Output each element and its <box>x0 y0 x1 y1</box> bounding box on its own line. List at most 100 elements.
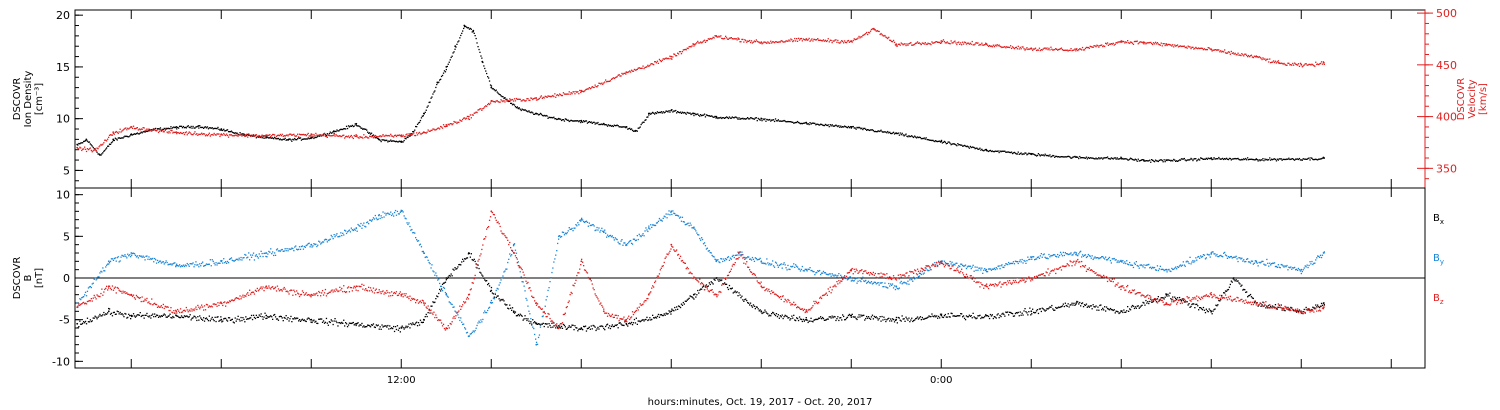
data-dot <box>1259 56 1261 59</box>
data-dot <box>554 93 556 95</box>
data-dot <box>1126 158 1128 160</box>
data-dot <box>934 140 936 143</box>
data-dot <box>1322 61 1325 63</box>
data-dot <box>131 134 134 136</box>
data-dot <box>1207 47 1209 49</box>
data-dot <box>468 118 471 121</box>
series-bx <box>76 252 1325 333</box>
data-dot <box>555 254 557 256</box>
data-dot <box>223 132 225 135</box>
data-dot <box>1021 312 1023 314</box>
data-dot <box>561 94 564 97</box>
data-dot <box>104 149 106 152</box>
data-dot <box>644 319 646 321</box>
data-dot <box>214 316 216 318</box>
data-dot <box>675 109 677 112</box>
data-dot <box>843 278 845 280</box>
data-dot <box>1270 159 1272 161</box>
data-dot <box>647 230 649 233</box>
data-dot <box>1254 159 1256 161</box>
data-dot <box>239 259 241 261</box>
data-dot <box>1243 55 1245 57</box>
data-dot <box>367 221 369 223</box>
data-dot <box>1262 301 1264 303</box>
data-dot <box>417 322 420 324</box>
data-dot <box>301 134 304 136</box>
data-dot <box>924 138 926 140</box>
data-dot <box>495 289 497 292</box>
data-dot <box>497 288 499 290</box>
data-dot <box>804 268 806 270</box>
data-dot <box>542 315 544 317</box>
data-dot <box>691 296 693 298</box>
data-dot <box>785 267 787 269</box>
data-dot <box>564 232 566 234</box>
data-dot <box>323 239 326 241</box>
data-dot <box>117 132 119 135</box>
data-dot <box>83 148 85 150</box>
data-dot <box>659 60 661 62</box>
data-dot <box>250 135 252 137</box>
data-dot <box>664 314 666 316</box>
data-dot <box>680 53 683 55</box>
data-dot <box>172 126 174 129</box>
data-dot <box>279 138 281 140</box>
data-dot <box>479 321 481 324</box>
data-dot <box>458 316 460 319</box>
data-dot <box>440 125 442 128</box>
data-dot <box>582 329 584 331</box>
data-point <box>1120 310 1123 313</box>
data-dot <box>971 40 973 43</box>
data-dot <box>965 43 968 45</box>
data-dot <box>740 117 742 120</box>
data-dot <box>227 136 230 138</box>
data-dot <box>255 254 257 256</box>
data-dot <box>143 130 145 133</box>
data-dot <box>381 139 383 141</box>
data-dot <box>510 307 512 309</box>
data-dot <box>726 286 729 289</box>
data-dot <box>600 325 602 327</box>
data-dot <box>1128 159 1130 161</box>
data-dot <box>632 130 635 132</box>
data-point <box>112 131 115 134</box>
data-dot <box>689 112 691 114</box>
data-dot <box>963 41 966 43</box>
data-dot <box>440 78 442 80</box>
data-dot <box>807 39 809 41</box>
data-dot <box>900 134 902 136</box>
data-dot <box>518 267 520 269</box>
data-dot <box>416 321 418 323</box>
data-dot <box>428 308 430 310</box>
data-dot <box>147 129 149 131</box>
data-dot <box>1091 308 1093 310</box>
data-dot <box>460 317 462 319</box>
data-dot <box>547 95 549 97</box>
data-dot <box>724 117 726 119</box>
data-dot <box>1050 306 1052 308</box>
data-dot <box>1109 307 1112 310</box>
data-dot <box>322 135 325 137</box>
data-dot <box>498 101 500 103</box>
data-dot <box>217 316 219 318</box>
data-dot <box>1098 157 1100 159</box>
data-dot <box>582 219 584 221</box>
data-dot <box>229 258 232 260</box>
data-dot <box>87 321 90 323</box>
data-dot <box>1045 154 1047 157</box>
data-dot <box>247 318 249 320</box>
data-dot <box>329 238 331 240</box>
data-dot <box>469 114 471 116</box>
data-dot <box>810 269 812 272</box>
data-dot <box>673 310 675 312</box>
data-dot <box>549 95 551 97</box>
data-dot <box>162 261 164 263</box>
data-dot <box>345 323 348 325</box>
data-dot <box>350 322 352 325</box>
data-dot <box>1292 158 1294 160</box>
data-dot <box>398 327 400 329</box>
data-dot <box>720 35 722 37</box>
data-dot <box>511 98 514 101</box>
data-dot <box>1217 158 1219 160</box>
data-dot <box>1247 295 1250 297</box>
